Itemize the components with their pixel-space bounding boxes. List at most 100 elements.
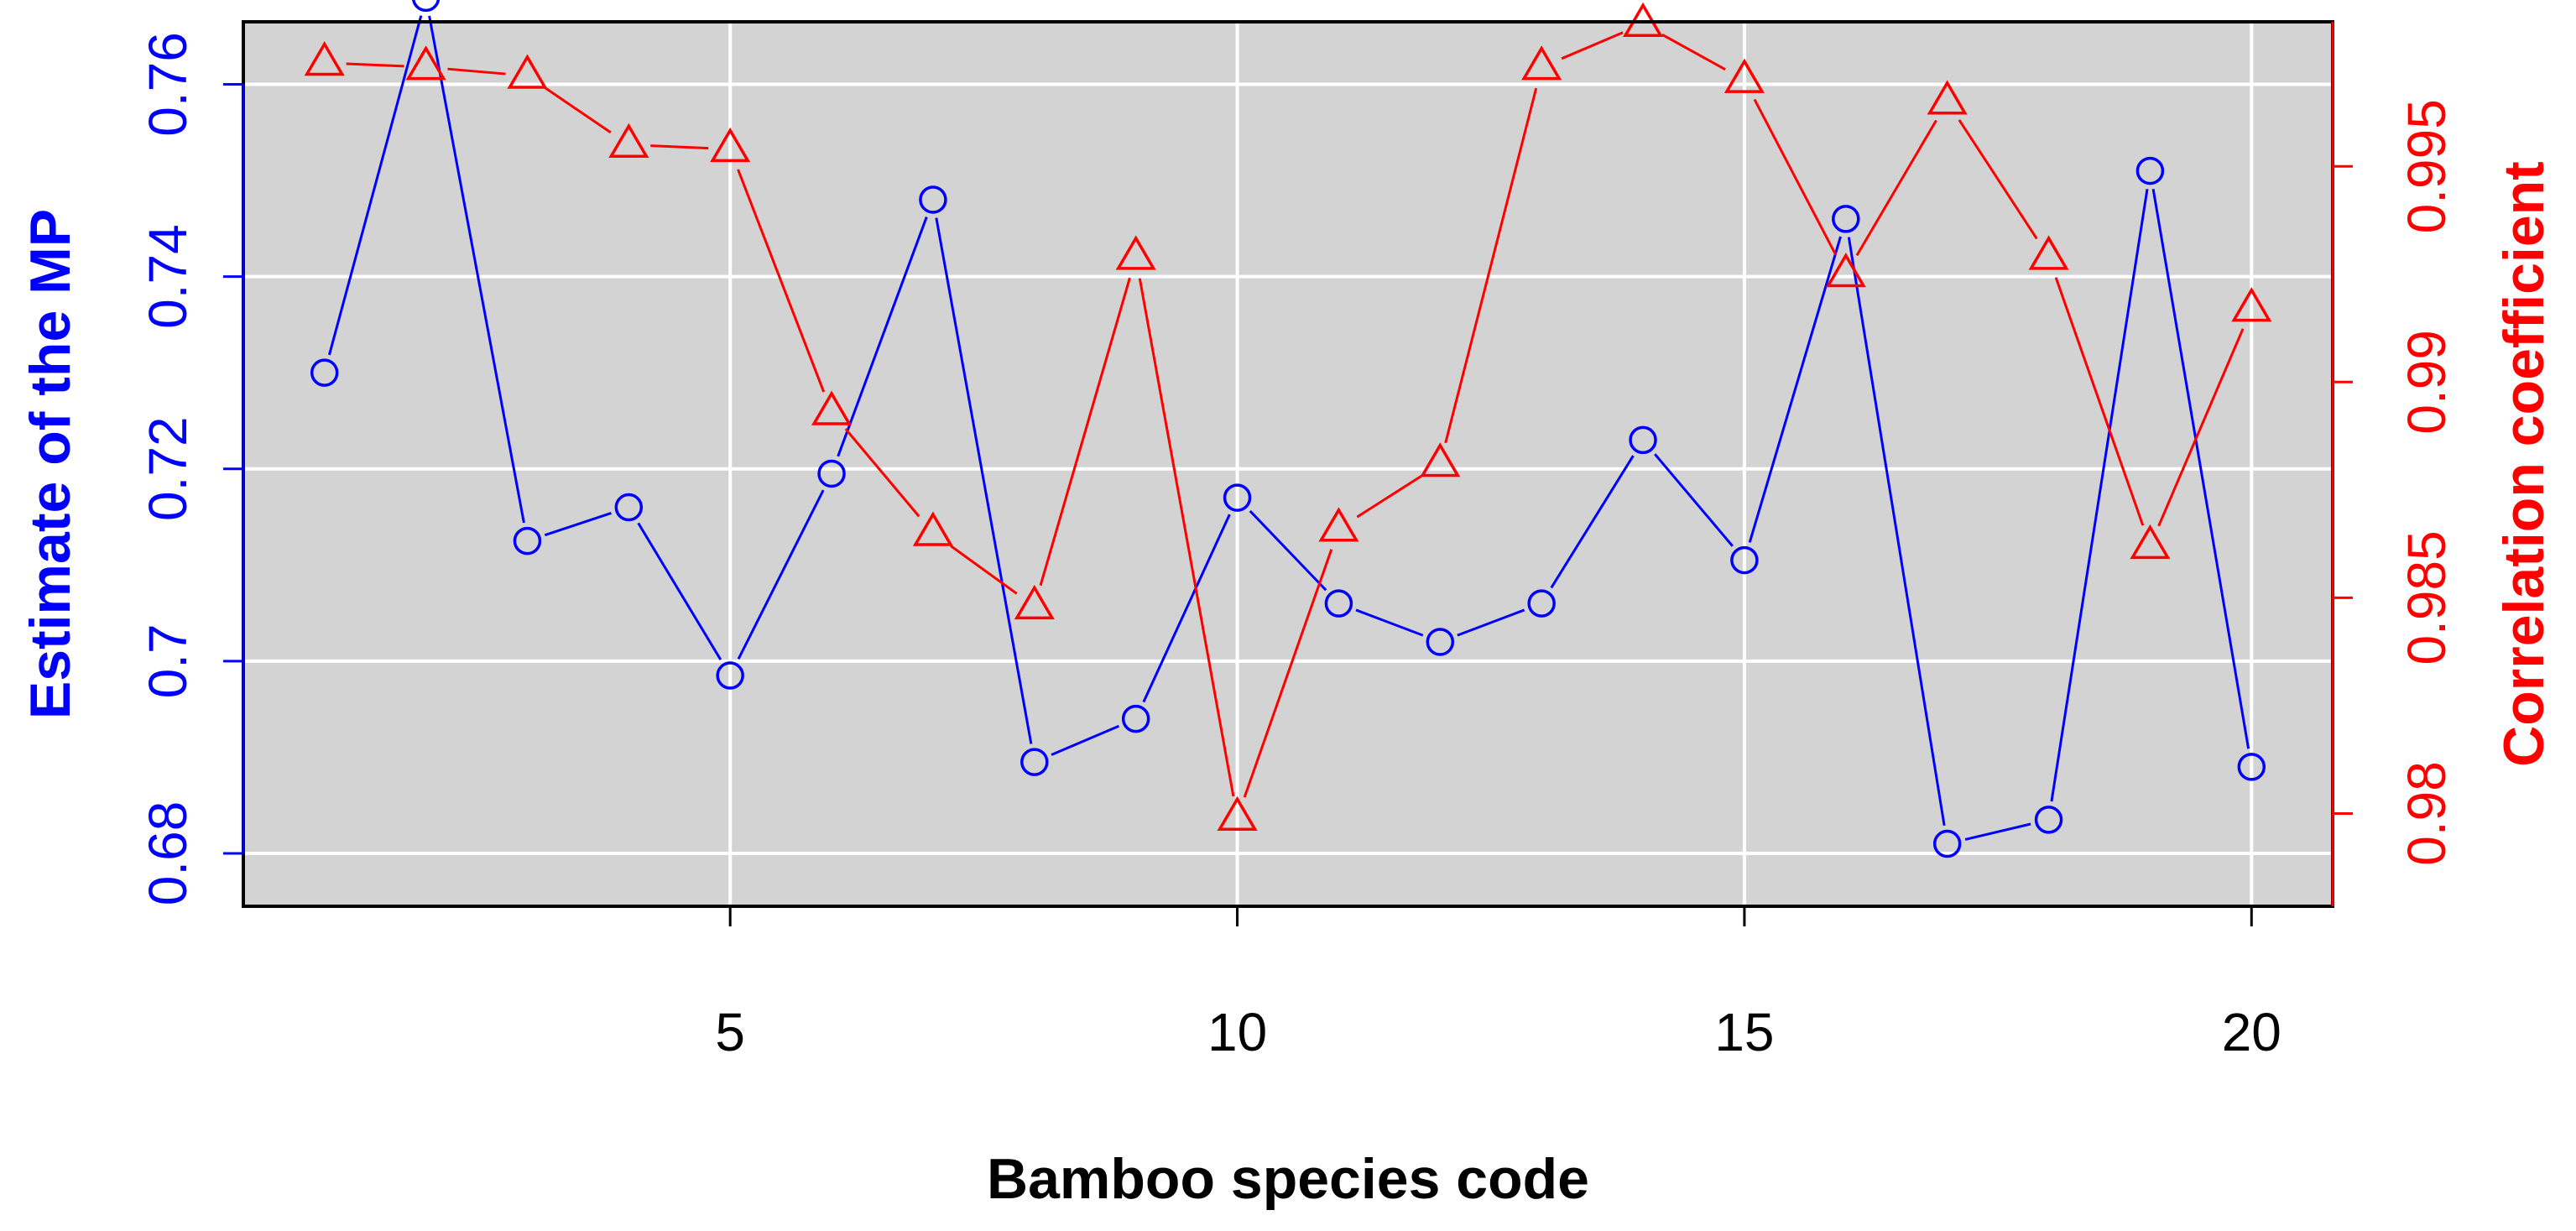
data-point-circle: [1527, 589, 1556, 618]
series-line-segment: [1748, 236, 1842, 543]
series-line-segment: [2151, 189, 2250, 749]
data-point-circle: [1629, 425, 1657, 455]
left-tick-label: 0.68: [138, 801, 198, 906]
series-line-segment: [1355, 608, 1424, 637]
left-axis-title: Estimate of the MP: [18, 209, 82, 719]
series-line-segment: [1847, 237, 1946, 827]
data-point-circle: [716, 661, 744, 690]
data-point-triangle: [1927, 80, 1968, 115]
series-line-segment: [1457, 608, 1525, 637]
left-tick-label: 0.76: [138, 32, 198, 137]
data-point-circle: [1730, 545, 1759, 575]
data-point-circle: [2237, 753, 2266, 781]
series-mp-estimate: [310, 0, 2266, 858]
left-tick-label: 0.7: [138, 623, 198, 698]
series-line-segment: [637, 522, 722, 660]
data-point-circle: [2034, 806, 2063, 834]
left-tick-label: 0.74: [138, 224, 198, 329]
series-line-segment: [935, 217, 1033, 744]
plot-background: [243, 22, 2333, 906]
data-point-circle: [513, 526, 542, 556]
data-point-circle: [412, 0, 441, 13]
series-correlation: [304, 2, 2272, 832]
series-line-segment: [1356, 474, 1423, 519]
data-point-circle: [1324, 589, 1353, 618]
data-point-triangle: [1825, 252, 1866, 288]
series-line-segment: [327, 15, 423, 356]
series-line-segment: [1444, 87, 1538, 444]
x-tick-label: 15: [1714, 1002, 1774, 1062]
data-point-triangle: [304, 41, 345, 76]
axes: 5 10 15 200.680.70.720.740.760.980.9850.990…: [138, 22, 2457, 1062]
series-line-segment: [1855, 119, 1937, 257]
x-tick-label: 5: [715, 1002, 745, 1062]
series-line-segment: [837, 216, 928, 457]
data-point-circle: [614, 493, 644, 522]
series-line-segment: [545, 86, 612, 134]
series-line-segment: [1958, 119, 2038, 240]
x-tick-label: 20: [2222, 1002, 2281, 1062]
data-point-triangle: [1318, 507, 1359, 542]
data-point-triangle: [710, 127, 751, 163]
right-tick-label: 0.995: [2396, 99, 2457, 233]
data-point-triangle: [507, 54, 548, 89]
series-line-segment: [844, 428, 920, 518]
series-line-segment: [1550, 455, 1635, 589]
data-point-triangle: [1014, 584, 1055, 620]
series-line-segment: [737, 169, 826, 393]
x-axis: 5 10 15 20: [715, 905, 2281, 1062]
data-point-circle: [919, 185, 947, 214]
x-tick-label: 10: [1207, 1002, 1267, 1062]
series-line-segment: [1661, 33, 1726, 71]
right-tick-label: 0.985: [2396, 530, 2457, 665]
data-point-circle: [817, 459, 846, 488]
data-point-triangle: [1217, 795, 1258, 832]
series-line-segment: [2157, 328, 2245, 527]
data-point-triangle: [405, 45, 446, 81]
series-line-segment: [1243, 549, 1333, 798]
data-point-circle: [1832, 205, 1860, 233]
series-line-segment: [1964, 822, 2031, 841]
left-tick-label: 0.72: [138, 416, 198, 521]
data-point-triangle: [811, 390, 853, 425]
series-line-segment: [1753, 98, 1838, 256]
series-line-segment: [950, 545, 1018, 595]
series-line-segment: [2050, 189, 2149, 802]
series-line-segment: [447, 67, 506, 76]
right-tick-label: 0.99: [2396, 330, 2457, 435]
data-point-circle: [1932, 829, 1962, 858]
series-line-segment: [428, 15, 525, 524]
data-point-triangle: [1521, 45, 1562, 81]
data-point-triangle: [1723, 58, 1765, 93]
series-line-segment: [346, 62, 404, 68]
x-axis-title: Bamboo species code: [987, 1147, 1589, 1211]
data-point-triangle: [608, 123, 649, 158]
data-point-triangle: [1115, 235, 1156, 270]
series-layer: [304, 0, 2272, 858]
left-y-axis: 0.68 0.7 0.72 0.74 0.76: [138, 32, 245, 906]
data-point-circle: [1121, 704, 1150, 733]
series-line-segment: [1654, 453, 1734, 547]
series-line-segment: [2054, 277, 2145, 526]
grid-lines: [243, 22, 2333, 906]
data-point-triangle: [2028, 235, 2069, 270]
series-line-segment: [1561, 31, 1624, 60]
series-line-segment: [1051, 724, 1120, 756]
series-line-segment: [1249, 509, 1327, 592]
right-y-axis: 0.98 0.985 0.99 0.995: [2331, 22, 2457, 906]
data-point-circle: [1426, 628, 1455, 656]
data-point-triangle: [2130, 524, 2171, 560]
data-point-circle: [1020, 748, 1049, 776]
right-axis-title: Correlation coefficient: [2492, 161, 2556, 767]
series-line-segment: [1039, 277, 1131, 587]
data-point-triangle: [2231, 287, 2272, 322]
data-point-circle: [1223, 483, 1252, 512]
series-line-segment: [1142, 514, 1231, 703]
series-line-segment: [1138, 278, 1235, 797]
series-line-segment: [737, 489, 825, 660]
data-point-triangle: [912, 511, 953, 546]
data-point-circle: [2135, 156, 2165, 185]
data-point-circle: [310, 358, 339, 387]
